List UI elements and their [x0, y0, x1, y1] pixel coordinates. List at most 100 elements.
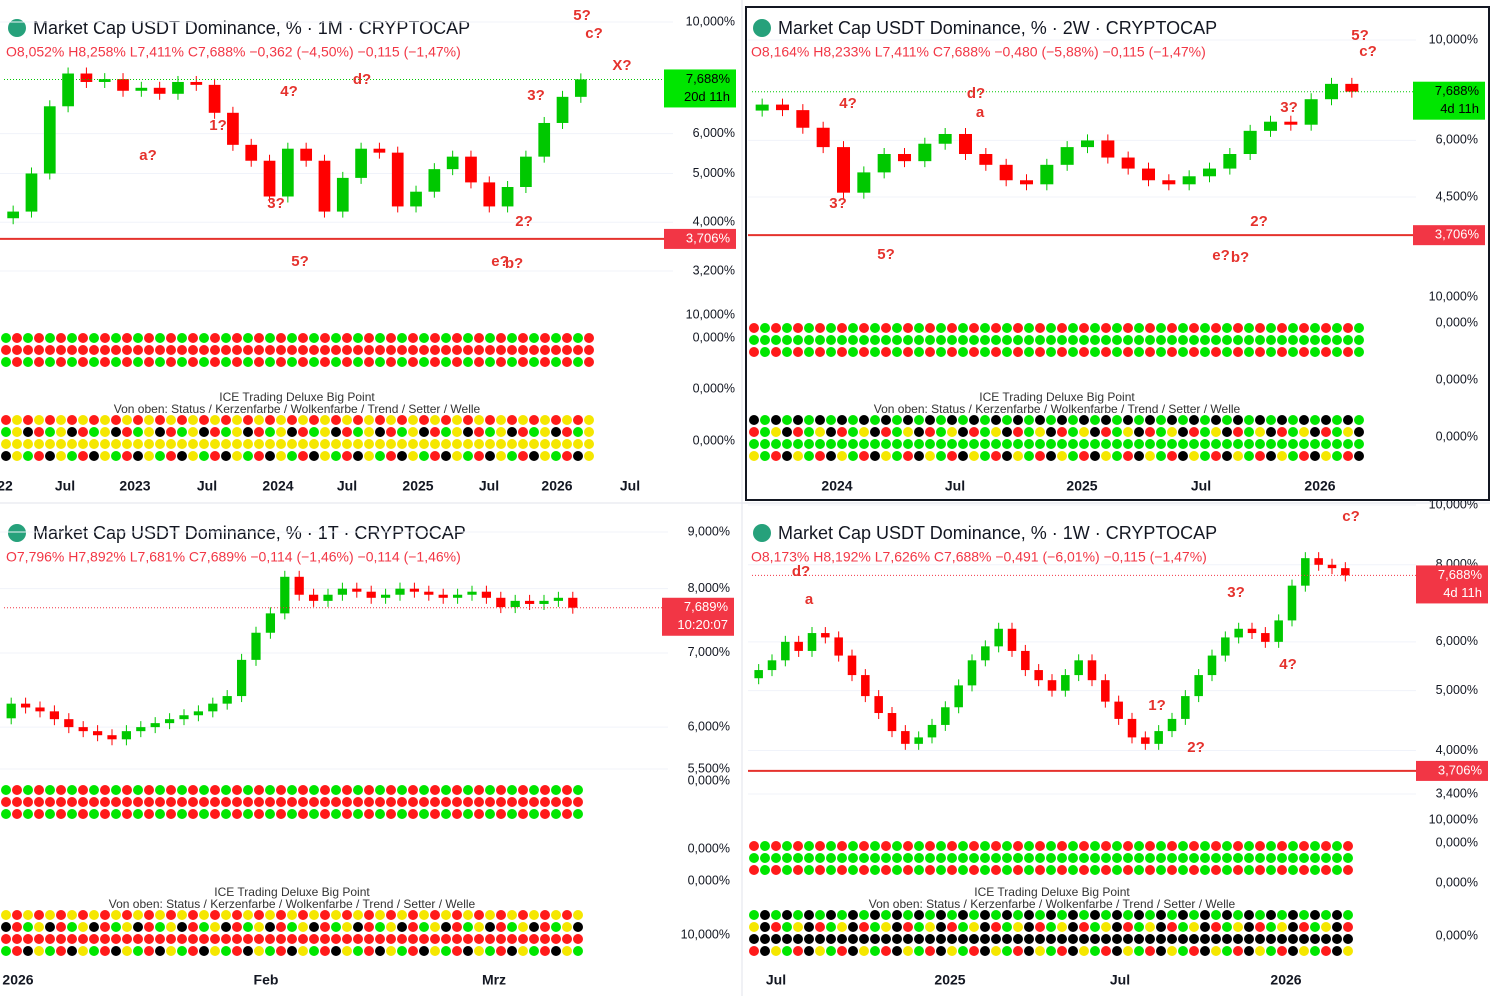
- status-dot: [485, 439, 495, 449]
- status-dot: [67, 357, 77, 367]
- status-dot: [1112, 922, 1122, 932]
- status-dot: [166, 785, 176, 795]
- status-dot: [144, 797, 154, 807]
- status-dot: [452, 427, 462, 437]
- status-dot: [1343, 934, 1353, 944]
- status-dot: [1101, 427, 1111, 437]
- status-dot: [375, 427, 385, 437]
- status-dot: [221, 910, 231, 920]
- status-dot: [1024, 946, 1034, 956]
- status-dot: [815, 922, 825, 932]
- status-dot: [529, 946, 539, 956]
- status-dot: [760, 910, 770, 920]
- wave-annotation: 3?: [527, 87, 545, 104]
- status-dot: [331, 427, 341, 437]
- status-dot: [34, 415, 44, 425]
- status-dot: [89, 427, 99, 437]
- status-dot: [892, 946, 902, 956]
- status-dot: [1200, 946, 1210, 956]
- indicator-axis-label: 0,000%: [1436, 875, 1478, 889]
- status-dot: [958, 910, 968, 920]
- status-dot: [353, 427, 363, 437]
- wave-annotation: 3?: [829, 195, 847, 212]
- status-dot: [1244, 335, 1254, 345]
- status-dot: [1156, 323, 1166, 333]
- status-dot: [364, 946, 374, 956]
- status-dot: [1, 415, 11, 425]
- status-dot: [276, 809, 286, 819]
- status-dot: [1079, 323, 1089, 333]
- status-dot: [133, 333, 143, 343]
- status-dot: [1266, 439, 1276, 449]
- status-dot: [12, 333, 22, 343]
- status-dot: [375, 809, 385, 819]
- status-dot: [386, 946, 396, 956]
- status-dot: [529, 451, 539, 461]
- status-dot: [518, 809, 528, 819]
- status-dot: [1101, 347, 1111, 357]
- status-dot: [1211, 335, 1221, 345]
- status-dot: [1167, 865, 1177, 875]
- status-dot: [991, 427, 1001, 437]
- time-label: 2025: [934, 972, 965, 988]
- candle: [136, 727, 146, 732]
- status-dot: [782, 347, 792, 357]
- candle: [781, 641, 790, 661]
- status-dot: [397, 910, 407, 920]
- status-dot: [419, 797, 429, 807]
- status-dot: [1233, 934, 1243, 944]
- status-dot: [243, 357, 253, 367]
- status-dot: [815, 841, 825, 851]
- status-dot: [1321, 323, 1331, 333]
- status-dot: [1299, 853, 1309, 863]
- candle: [520, 156, 532, 187]
- status-dot: [397, 922, 407, 932]
- status-dot: [782, 922, 792, 932]
- candle: [556, 96, 569, 123]
- time-label: Jul: [1110, 972, 1130, 988]
- status-dot: [122, 439, 132, 449]
- candle: [1141, 168, 1156, 181]
- status-dot: [562, 345, 572, 355]
- status-dot: [540, 797, 550, 807]
- status-dot: [1046, 841, 1056, 851]
- status-dot: [1167, 934, 1177, 944]
- status-dot: [1288, 427, 1298, 437]
- status-dot: [562, 427, 572, 437]
- status-dot: [1013, 853, 1023, 863]
- status-dot: [155, 333, 165, 343]
- status-dot: [1068, 922, 1078, 932]
- status-dot: [309, 934, 319, 944]
- status-dot: [1211, 946, 1221, 956]
- status-dot: [232, 427, 242, 437]
- status-dot: [34, 797, 44, 807]
- status-dot: [1046, 451, 1056, 461]
- status-dot: [804, 946, 814, 956]
- status-dot: [122, 910, 132, 920]
- status-dot: [562, 946, 572, 956]
- status-dot: [463, 785, 473, 795]
- status-dot: [1299, 427, 1309, 437]
- status-dot: [1200, 427, 1210, 437]
- status-dot: [1178, 427, 1188, 437]
- status-dot: [1002, 910, 1012, 920]
- status-dot: [1035, 865, 1045, 875]
- status-dot: [397, 333, 407, 343]
- status-dot: [419, 809, 429, 819]
- status-dot: [243, 415, 253, 425]
- status-dot: [980, 910, 990, 920]
- status-dot: [1233, 335, 1243, 345]
- status-dot: [320, 357, 330, 367]
- status-dot: [903, 841, 913, 851]
- status-dot: [298, 439, 308, 449]
- status-dot: [188, 946, 198, 956]
- status-dot: [210, 427, 220, 437]
- status-dot: [34, 922, 44, 932]
- status-dot: [34, 451, 44, 461]
- status-dot: [408, 922, 418, 932]
- wave-annotation: a: [805, 591, 814, 608]
- status-dot: [111, 451, 121, 461]
- status-dot: [320, 797, 330, 807]
- status-dot: [1277, 865, 1287, 875]
- candle: [1060, 147, 1074, 165]
